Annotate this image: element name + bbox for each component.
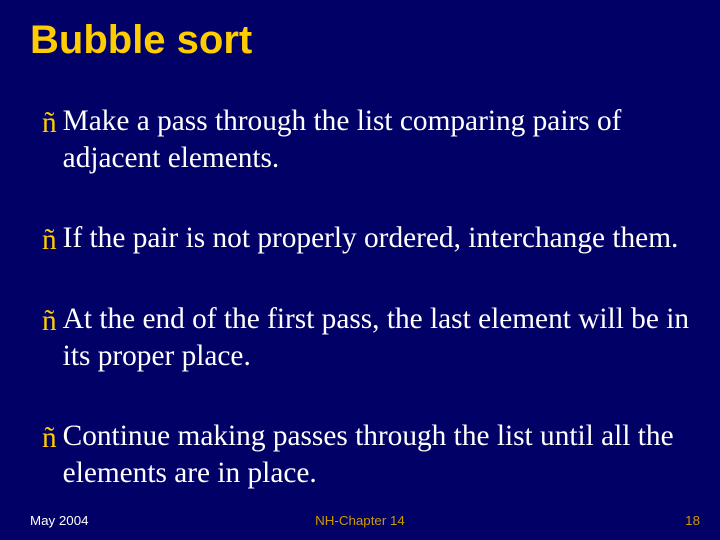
bullet-text: Make a pass through the list comparing p…	[63, 103, 690, 176]
bullet-text: If the pair is not properly ordered, int…	[63, 220, 690, 257]
bullet-item: ñ At the end of the first pass, the last…	[42, 301, 690, 374]
bullet-item: ñ Continue making passes through the lis…	[42, 418, 690, 491]
slide-title: Bubble sort	[30, 18, 690, 63]
slide: Bubble sort ñ Make a pass through the li…	[0, 0, 720, 540]
bullet-text: Continue making passes through the list …	[63, 418, 690, 491]
footer-chapter: NH-Chapter 14	[0, 513, 720, 528]
bullet-text: At the end of the first pass, the last e…	[63, 301, 690, 374]
bullet-marker-icon: ñ	[42, 420, 57, 457]
bullet-marker-icon: ñ	[42, 222, 57, 259]
footer-page-number: 18	[685, 513, 700, 528]
bullet-item: ñ If the pair is not properly ordered, i…	[42, 220, 690, 257]
bullet-list: ñ Make a pass through the list comparing…	[30, 103, 690, 492]
bullet-marker-icon: ñ	[42, 105, 57, 142]
bullet-marker-icon: ñ	[42, 303, 57, 340]
bullet-item: ñ Make a pass through the list comparing…	[42, 103, 690, 176]
